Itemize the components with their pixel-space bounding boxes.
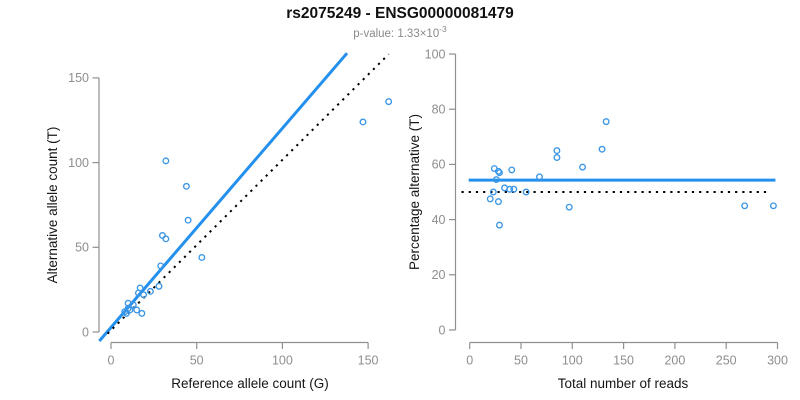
left-y-tick-label: 0 [82, 325, 89, 339]
right-x-axis-title: Total number of reads [558, 376, 689, 391]
left-fit-line [98, 52, 349, 342]
right-data-point [553, 154, 561, 161]
right-x-tick-label: 200 [664, 354, 685, 368]
right-y-tick-label: 100 [425, 47, 446, 61]
left-x-tick-label: 150 [358, 354, 379, 368]
p-value-exponent: -3 [439, 24, 447, 34]
right-data-point [602, 118, 610, 126]
left-data-point [184, 216, 192, 224]
right-data-point [495, 221, 503, 229]
left-y-tick-label: 150 [68, 71, 89, 85]
left-identity-line [106, 53, 390, 335]
right-data-point [598, 145, 606, 153]
right-data-point [508, 166, 516, 174]
left-y-tick-label: 50 [75, 241, 89, 255]
figure-title: rs2075249 - ENSG00000081479 [286, 5, 514, 22]
left-data-point [136, 284, 144, 292]
left-x-axis-title: Reference allele count (G) [171, 376, 329, 391]
right-data-point [535, 173, 543, 181]
left-x-tick-label: 50 [190, 354, 204, 368]
right-data-point [492, 176, 500, 184]
right-data-point [495, 169, 503, 177]
right-y-tick-label: 0 [439, 323, 446, 337]
right-x-tick-label: 50 [514, 354, 528, 368]
right-data-point [579, 163, 587, 171]
left-data-point [155, 282, 163, 290]
right-data-point [553, 147, 561, 155]
left-data-point [129, 301, 137, 309]
left-data-point [158, 231, 166, 239]
left-data-point [182, 182, 190, 190]
left-data-point [162, 157, 170, 165]
right-x-tick-label: 150 [613, 354, 634, 368]
right-data-point [769, 202, 777, 210]
left-data-point [162, 235, 170, 243]
figure-subtitle: p-value: 1.33×10-3 [0, 24, 800, 40]
left-data-point [157, 262, 165, 270]
right-y-tick-label: 20 [432, 268, 446, 282]
left-data-point [133, 306, 141, 314]
right-data-point [486, 195, 494, 203]
left-data-point [138, 309, 146, 317]
left-data-point [359, 118, 367, 126]
left-y-tick-label: 100 [68, 156, 89, 170]
right-data-point [741, 202, 749, 210]
right-y-tick-label: 40 [432, 213, 446, 227]
left-y-axis-title: Alternative allele count (T) [45, 127, 60, 284]
left-data-point [146, 287, 154, 295]
right-data-point [565, 203, 573, 211]
right-data-point [522, 188, 530, 196]
left-data-point [198, 253, 206, 261]
left-data-point [126, 306, 134, 314]
right-data-point [494, 198, 502, 206]
right-y-axis-title: Percentage alternative (T) [407, 114, 422, 270]
left-data-point [140, 291, 148, 299]
right-y-tick-label: 60 [432, 158, 446, 172]
p-value-text: p-value: 1.33×10 [353, 27, 440, 40]
left-x-tick-label: 0 [108, 354, 115, 368]
right-data-point [489, 188, 497, 196]
right-data-point [510, 185, 518, 193]
right-y-tick-label: 80 [432, 103, 446, 117]
left-x-tick-label: 100 [272, 354, 293, 368]
right-x-tick-label: 300 [767, 354, 788, 368]
right-x-tick-label: 0 [466, 354, 473, 368]
right-data-point [506, 185, 514, 193]
right-x-tick-label: 250 [716, 354, 737, 368]
right-x-tick-label: 100 [562, 354, 583, 368]
left-data-point [385, 98, 393, 106]
